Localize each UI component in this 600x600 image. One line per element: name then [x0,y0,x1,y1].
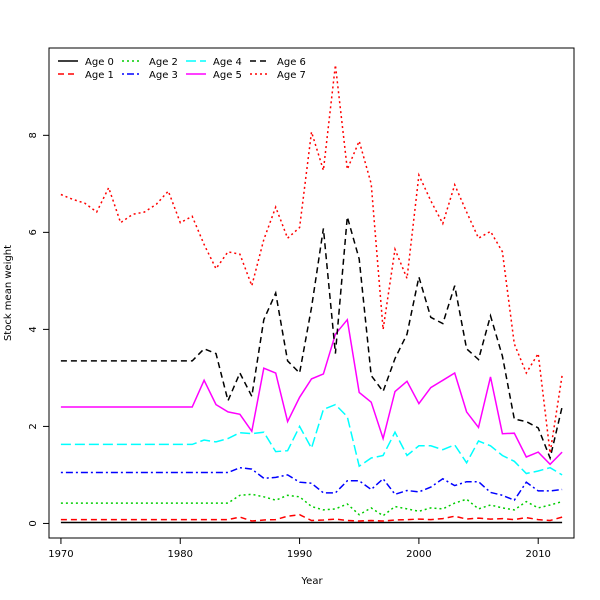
y-axis-title: Stock mean weight [3,245,14,341]
axes: 1970 1980 1990 2000 2010 0 2 4 6 8 [28,132,551,560]
x-axis-title: Year [300,576,323,587]
x-tick-label: 1970 [48,549,73,560]
y-tick-label: 4 [28,326,39,332]
legend-label: Age 1 [85,70,114,81]
legend-label: Age 4 [213,57,242,68]
legend-label: Age 2 [149,57,178,68]
y-tick-label: 0 [28,520,39,526]
x-tick-label: 1980 [168,549,193,560]
x-tick-label: 1990 [287,549,312,560]
legend-label: Age 3 [149,70,178,81]
series-line-age-3 [60,466,563,502]
legend-label: Age 5 [213,70,242,81]
legend-label: Age 6 [277,57,306,68]
legend: Age 0 Age 1 Age 2 Age 3 Age 4 Age 5 Age 6 Age 7 [58,57,306,81]
y-tick-label: 8 [28,132,39,138]
legend-label: Age 0 [85,57,114,68]
y-tick-label: 6 [28,229,39,235]
series-line-age-7 [60,64,563,454]
y-tick-label: 2 [28,423,39,429]
series-line-age-5 [60,317,563,466]
series-line-age-2 [60,493,563,517]
series-line-age-4 [60,403,563,476]
x-tick-label: 2000 [406,549,431,560]
legend-label: Age 7 [277,70,306,81]
series-line-age-6 [60,216,563,461]
x-tick-label: 2010 [525,549,550,560]
series-line-age-1 [60,513,563,522]
series-layer [60,64,563,524]
plot-frame [48,47,575,539]
